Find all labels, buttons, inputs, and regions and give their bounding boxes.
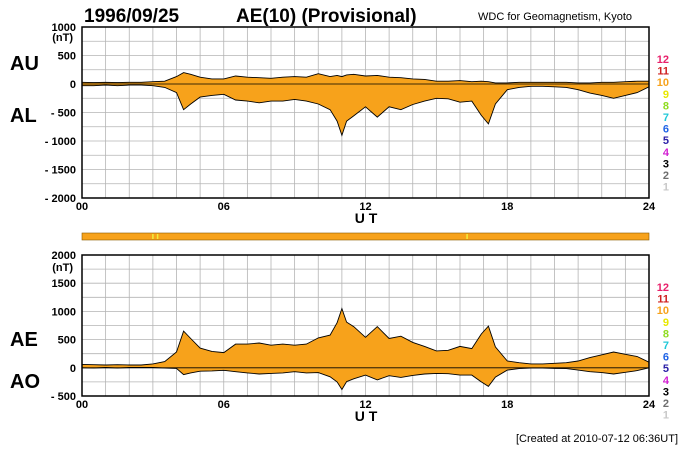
y-tick-label: 1500 bbox=[52, 278, 76, 290]
ae-ao-unit: (nT) bbox=[52, 262, 73, 274]
y-tick-label: 0 bbox=[70, 363, 76, 375]
quality-scale-label: 5 bbox=[663, 135, 669, 147]
x-tick-label: 18 bbox=[501, 201, 513, 213]
x-tick-label: 00 bbox=[76, 201, 88, 213]
quality-scale-label: 2 bbox=[663, 398, 669, 410]
created-note: [Created at 2010-07-12 06:36UT] bbox=[516, 433, 678, 445]
quality-scale-label: 12 bbox=[657, 282, 669, 294]
al-label: AL bbox=[10, 105, 37, 127]
au-al-unit: (nT) bbox=[52, 32, 73, 44]
x-tick-label: 06 bbox=[218, 399, 230, 411]
x-tick-label: 12 bbox=[359, 201, 371, 213]
source-label: WDC for Geomagnetism, Kyoto bbox=[478, 11, 632, 23]
au-label: AU bbox=[10, 53, 39, 75]
y-tick-label: - 2000 bbox=[45, 193, 76, 205]
y-tick-label: - 500 bbox=[51, 391, 76, 403]
x-tick-label: 00 bbox=[76, 399, 88, 411]
x-tick-label: 12 bbox=[359, 399, 371, 411]
quality-scale-label: 8 bbox=[663, 328, 669, 340]
quality-bar bbox=[81, 232, 650, 241]
y-tick-label: - 500 bbox=[51, 108, 76, 120]
x-tick-label: 24 bbox=[643, 399, 656, 411]
au-al-x-tick-labels: 00 06 12 18 24 bbox=[76, 201, 656, 213]
date-title: 1996/09/25 bbox=[84, 6, 180, 27]
quality-scale-label: 1 bbox=[663, 182, 669, 194]
ao-outline bbox=[81, 367, 650, 391]
ao-label: AO bbox=[10, 371, 40, 393]
quality-scale-label: 1 bbox=[663, 410, 669, 422]
ae-label: AE bbox=[10, 329, 38, 351]
au-outline bbox=[81, 72, 649, 84]
quality-scale-label: 4 bbox=[663, 375, 670, 387]
quality-scale-label: 12 bbox=[657, 54, 669, 66]
index-title: AE(10) (Provisional) bbox=[236, 6, 417, 27]
au-al-frame bbox=[81, 26, 650, 199]
y-tick-label: 1000 bbox=[52, 306, 76, 318]
au-al-y-tick-labels: 1000 500 0 - 500 - 1000 - 1500 - 2000 bbox=[45, 22, 76, 205]
y-tick-label: 500 bbox=[58, 51, 76, 63]
y-tick-label: - 1000 bbox=[45, 136, 76, 148]
quality-scale-label: 8 bbox=[663, 100, 669, 112]
quality-scale-label: 6 bbox=[663, 124, 669, 136]
ae-ao-x-axis-title: U T bbox=[355, 408, 378, 424]
y-tick-label: - 1500 bbox=[45, 165, 76, 177]
ae-ao-x-tick-labels: 00 06 12 18 24 bbox=[76, 399, 656, 411]
y-tick-label: 2000 bbox=[52, 250, 76, 262]
y-tick-label: 0 bbox=[70, 79, 76, 91]
quality-bar-marks bbox=[152, 234, 468, 239]
quality-scale-label: 4 bbox=[663, 147, 670, 159]
quality-scale-label: 9 bbox=[663, 89, 669, 101]
quality-scale-label: 10 bbox=[657, 77, 669, 89]
quality-scale-label: 3 bbox=[663, 386, 669, 398]
x-tick-label: 06 bbox=[218, 201, 230, 213]
ae-outline bbox=[81, 307, 650, 366]
y-tick-label: 500 bbox=[58, 335, 76, 347]
quality-scale-label: 11 bbox=[657, 66, 669, 78]
al-outline bbox=[82, 84, 650, 137]
quality-scale-label: 10 bbox=[657, 305, 669, 317]
quality-scale-label: 7 bbox=[663, 340, 669, 352]
quality-scale-label: 11 bbox=[657, 294, 669, 306]
quality-scale-label: 5 bbox=[663, 363, 669, 375]
ae-ao-y-tick-labels: 2000 1500 1000 500 0 - 500 bbox=[51, 250, 76, 403]
ae-ao-area bbox=[82, 308, 649, 390]
quality-scale-label: 6 bbox=[663, 352, 669, 364]
quality-scale-label: 9 bbox=[663, 317, 669, 329]
quality-scale-label: 3 bbox=[663, 158, 669, 170]
quality-scale-label: 2 bbox=[663, 170, 669, 182]
au-al-x-axis-title: U T bbox=[355, 210, 378, 226]
x-tick-label: 18 bbox=[501, 399, 513, 411]
au-al-area bbox=[82, 72, 649, 136]
quality-scale-label: 7 bbox=[663, 112, 669, 124]
ae-ao-gridlines bbox=[82, 255, 649, 396]
x-tick-label: 24 bbox=[643, 201, 656, 213]
ae-ao-frame bbox=[81, 254, 650, 397]
y-tick-label: 1000 bbox=[52, 22, 76, 34]
